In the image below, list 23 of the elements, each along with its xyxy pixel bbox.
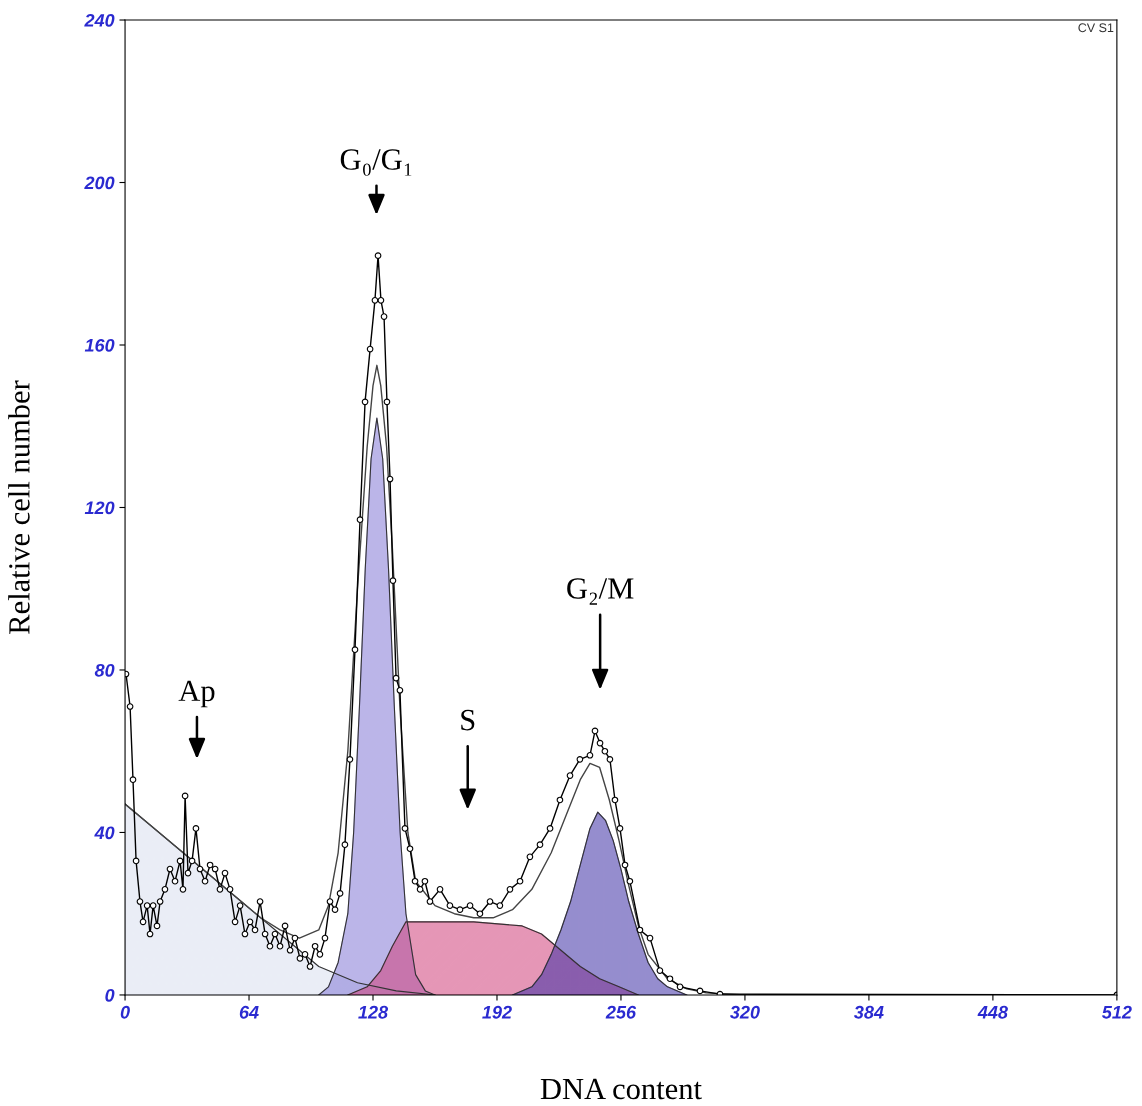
x-tick-label: 192 bbox=[482, 1005, 512, 1019]
y-axis-title: Relative cell number bbox=[8, 380, 30, 634]
x-tick-label: 320 bbox=[730, 1005, 760, 1019]
x-axis-title: DNA content bbox=[540, 1078, 702, 1100]
x-tick-label: 256 bbox=[605, 1005, 637, 1019]
annotation: CV S1 bbox=[1078, 23, 1114, 33]
y-tick-label: 120 bbox=[84, 501, 115, 515]
x-tick-label: 128 bbox=[358, 1005, 389, 1019]
y-tick-label: 0 bbox=[105, 988, 115, 1002]
x-tick-label: 512 bbox=[1101, 1005, 1132, 1019]
x-tick-label: 0 bbox=[120, 1005, 130, 1019]
y-tick-label: 80 bbox=[94, 663, 115, 677]
x-tick-label: 64 bbox=[239, 1005, 259, 1019]
annotation: Ap bbox=[178, 680, 215, 708]
annotation: S bbox=[461, 709, 475, 731]
annotation: G₂/M bbox=[567, 578, 634, 605]
y-tick-label: 200 bbox=[84, 176, 115, 190]
y-tick-label: 40 bbox=[94, 826, 115, 840]
x-tick-label: 448 bbox=[977, 1005, 1008, 1019]
x-tick-label: 384 bbox=[854, 1005, 884, 1019]
y-tick-label: 240 bbox=[84, 13, 115, 27]
annotation: G₀/G₁ bbox=[340, 149, 412, 176]
y-tick-label: 160 bbox=[84, 338, 115, 352]
